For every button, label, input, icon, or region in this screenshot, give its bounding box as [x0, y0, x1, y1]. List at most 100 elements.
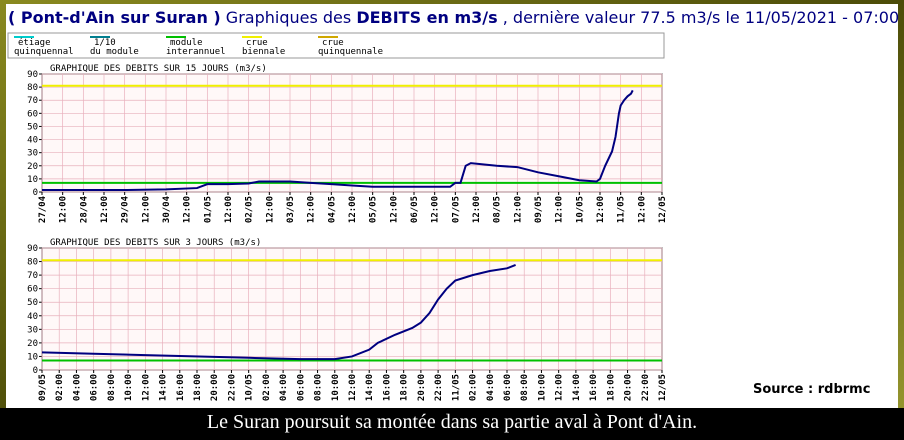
- x-tick-label: 02:00: [469, 374, 479, 401]
- y-tick-label: 10: [27, 175, 38, 185]
- x-tick-label: 12:00: [389, 196, 399, 223]
- y-tick-label: 60: [27, 285, 38, 295]
- x-tick-label: 10:00: [331, 374, 341, 401]
- x-tick-label: 07/05: [451, 196, 461, 223]
- y-tick-label: 40: [27, 136, 38, 146]
- x-tick-label: 22:00: [434, 374, 444, 401]
- x-tick-label: 04:00: [486, 374, 496, 401]
- x-tick-label: 12:00: [472, 196, 482, 223]
- x-tick-label: 12:00: [555, 196, 565, 223]
- x-tick-label: 14:00: [159, 374, 169, 401]
- legend-label: crue: [246, 38, 268, 48]
- series-line: [41, 264, 516, 361]
- x-tick-label: 06:00: [503, 374, 513, 401]
- x-tick-label: 11/05: [617, 196, 627, 223]
- x-tick-label: 12/05: [658, 374, 668, 401]
- y-tick-label: 0: [33, 366, 38, 376]
- x-tick-label: 08:00: [314, 374, 324, 401]
- legend-label: module: [170, 38, 203, 48]
- chart-title: GRAPHIQUE DES DEBITS SUR 3 JOURS (m3/s): [50, 238, 261, 248]
- x-tick-label: 29/04: [121, 195, 131, 223]
- y-tick-label: 70: [27, 96, 38, 106]
- y-tick-label: 50: [27, 122, 38, 132]
- caption: Le Suran poursuit sa montée dans sa part…: [207, 411, 697, 433]
- x-tick-label: 12:00: [555, 374, 565, 401]
- x-tick-label: 04:00: [279, 374, 289, 401]
- x-tick-label: 08:00: [107, 374, 117, 401]
- y-tick-label: 20: [27, 339, 38, 349]
- x-tick-label: 10/05: [575, 196, 585, 223]
- y-tick-label: 80: [27, 258, 38, 268]
- x-tick-label: 06/05: [410, 196, 420, 223]
- x-tick-label: 20:00: [417, 374, 427, 401]
- x-tick-label: 11/05: [451, 374, 461, 401]
- y-tick-label: 20: [27, 162, 38, 172]
- x-tick-label: 02:00: [55, 374, 65, 401]
- x-tick-label: 16:00: [176, 374, 186, 401]
- x-tick-label: 01/05: [203, 196, 213, 223]
- x-tick-label: 16:00: [589, 374, 599, 401]
- legend-label: 1/10: [94, 38, 116, 48]
- x-tick-label: 06:00: [296, 374, 306, 401]
- x-tick-label: 14:00: [365, 374, 375, 401]
- y-tick-label: 0: [33, 188, 38, 198]
- legend-label: crue: [322, 38, 344, 48]
- x-tick-label: 12:00: [183, 196, 193, 223]
- y-tick-label: 90: [27, 70, 38, 80]
- x-tick-label: 12:00: [141, 374, 151, 401]
- x-tick-label: 12:00: [596, 196, 606, 223]
- x-tick-label: 06:00: [90, 374, 100, 401]
- legend-label: du module: [90, 47, 139, 57]
- y-tick-label: 30: [27, 149, 38, 159]
- x-tick-label: 18:00: [606, 374, 616, 401]
- header-title: ( Pont-d'Ain sur Suran ) Graphiques des …: [8, 8, 899, 27]
- header-part: DEBITS en m3/s: [356, 8, 497, 27]
- y-tick-label: 90: [27, 244, 38, 254]
- legend-label: quinquennale: [318, 47, 383, 57]
- x-tick-label: 27/04: [38, 195, 48, 223]
- y-tick-label: 60: [27, 109, 38, 119]
- y-tick-label: 40: [27, 312, 38, 322]
- legend-label: quinquennal: [14, 47, 74, 57]
- x-tick-label: 04:00: [72, 374, 82, 401]
- y-tick-label: 30: [27, 325, 38, 335]
- x-tick-label: 10:00: [124, 374, 134, 401]
- series-line: [42, 89, 634, 192]
- x-tick-label: 04/05: [327, 196, 337, 223]
- source: Source : rdbrmc: [753, 382, 870, 397]
- legend-label: étiage: [18, 37, 51, 48]
- x-tick-label: 12:00: [100, 196, 110, 223]
- x-tick-label: 03/05: [286, 196, 296, 223]
- charts: 0 10 20 30 40 50 60 70 80 90 27/04 12:00 28/04 12:00 2…: [27, 64, 668, 401]
- x-tick-label: 09/05: [534, 196, 544, 223]
- x-tick-label: 28/04: [79, 195, 89, 223]
- caption-band: [0, 408, 904, 440]
- x-tick-label: 02/05: [245, 196, 255, 223]
- x-tick-label: 12:00: [513, 196, 523, 223]
- y-tick-label: 80: [27, 83, 38, 93]
- x-tick-label: 12:00: [307, 196, 317, 223]
- y-tick-label: 50: [27, 298, 38, 308]
- header-part: , dernière valeur 77.5 m3/s le 11/05/202…: [498, 8, 899, 27]
- x-tick-label: 08/05: [493, 196, 503, 223]
- x-tick-label: 12:00: [348, 196, 358, 223]
- x-tick-label: 12:00: [637, 196, 647, 223]
- x-tick-label: 12:00: [141, 196, 151, 223]
- x-tick-label: 05/05: [369, 196, 379, 223]
- x-tick-label: 16:00: [382, 374, 392, 401]
- x-tick-label: 22:00: [227, 374, 237, 401]
- legend-label: interannuel: [166, 47, 226, 57]
- x-tick-label: 12/05: [658, 196, 668, 223]
- x-tick-label: 12:00: [348, 374, 358, 401]
- x-tick-label: 12:00: [431, 196, 441, 223]
- x-tick-label: 12:00: [265, 196, 275, 223]
- y-tick-label: 10: [27, 352, 38, 362]
- x-tick-label: 20:00: [210, 374, 220, 401]
- x-tick-label: 02:00: [262, 374, 272, 401]
- y-tick-label: 70: [27, 271, 38, 281]
- x-tick-label: 30/04: [162, 195, 172, 223]
- x-tick-label: 10:00: [537, 374, 547, 401]
